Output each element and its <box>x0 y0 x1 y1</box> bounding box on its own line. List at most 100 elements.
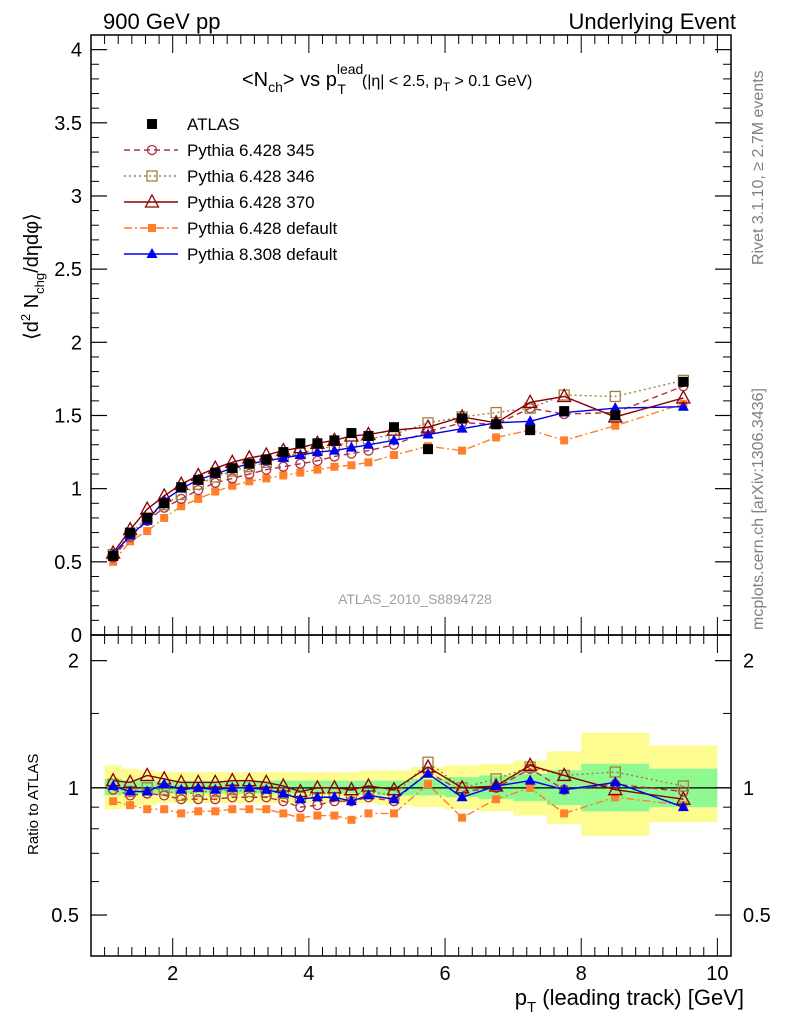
main-point-data <box>193 474 204 485</box>
main-y-tick-label: 3.5 <box>54 113 82 135</box>
legend-entry-py345: Pythia 6.428 345 <box>124 141 315 160</box>
ratio-point-p6def <box>262 805 271 814</box>
ratio-point-p6def <box>109 797 118 806</box>
ratio-point-p8def <box>124 785 136 796</box>
ratio-point-py370 <box>139 767 155 782</box>
mcplots-label: mcplots.cern.ch [arXiv:1306.3436] <box>750 388 767 630</box>
main-point-data <box>363 430 374 441</box>
ratio-point-p8def <box>209 783 221 794</box>
main-point-p6def <box>279 471 288 480</box>
ratio-point-py345 <box>227 792 238 803</box>
legend-label-p8def: Pythia 8.308 default <box>187 245 338 264</box>
ratio-point-p6def <box>347 815 356 824</box>
main-y-tick-label: 4 <box>71 40 82 62</box>
stat-band-segment <box>274 780 292 794</box>
main-point-py345 <box>193 484 204 496</box>
main-line-py370 <box>112 395 684 554</box>
stat-band-segment <box>308 780 326 794</box>
ratio-panel-frame <box>90 634 732 957</box>
ratio-point-p6def <box>330 811 339 820</box>
ratio-y-axis-label: Ratio to ATLAS <box>25 754 42 855</box>
ratio-point-p6def <box>126 801 135 810</box>
ratio-y-tick-label-right: 2 <box>743 651 754 673</box>
main-point-py345 <box>312 455 323 467</box>
x-axis-label: pT (leading track) [GeV] <box>515 985 744 1016</box>
ratio-point-p8def <box>141 785 153 796</box>
main-series-group <box>105 374 691 566</box>
ratio-point-p6def <box>245 805 254 814</box>
ratio-y-tick-label: 2 <box>68 651 79 673</box>
main-point-py345 <box>278 461 289 472</box>
main-point-p6def <box>211 487 220 496</box>
main-point-p8def <box>345 441 357 452</box>
ratio-point-p6def <box>389 809 398 818</box>
header-right-label: Underlying Event <box>568 9 736 34</box>
main-point-py346 <box>609 390 621 403</box>
main-point-data <box>125 527 136 538</box>
ratio-point-py345 <box>244 792 255 803</box>
main-point-data <box>423 444 434 455</box>
ratio-point-p6def <box>424 780 433 789</box>
main-series-py346 <box>107 374 689 561</box>
ratio-y-axis: 0.5 0.5 1 1 2 2 <box>51 651 771 927</box>
legend-entry-p6def: Pythia 6.428 default <box>124 219 338 238</box>
ratio-y-tick-label-right: 1 <box>743 778 754 800</box>
main-point-p6def <box>560 436 569 445</box>
main-point-py345 <box>244 468 255 480</box>
legend-entry-py346: Pythia 6.428 346 <box>124 167 315 186</box>
main-point-p8def <box>422 428 434 439</box>
legend-label-p6def: Pythia 6.428 default <box>187 219 338 238</box>
header-left-label: 900 GeV pp <box>103 9 220 34</box>
main-y-tick-label: 3 <box>71 186 82 208</box>
main-series-p6def <box>109 399 688 566</box>
main-point-p6def <box>160 513 169 522</box>
main-point-p6def <box>262 474 271 483</box>
main-point-p8def <box>328 444 340 455</box>
ratio-point-py370 <box>343 781 360 796</box>
ratio-point-p8def <box>192 781 204 792</box>
main-point-py370 <box>522 393 538 408</box>
plot-title: <Nch> vs plead T (|η| < 2.5, pT > 0.1 GeV) <box>242 61 532 97</box>
ratio-point-p6def <box>160 805 169 814</box>
ratio-point-p8def <box>277 787 289 798</box>
legend-marker-py346 <box>146 170 158 182</box>
ratio-point-p6def <box>560 809 569 818</box>
ratio-point-p8def <box>158 778 170 789</box>
ratio-line-p8def <box>112 772 684 808</box>
main-point-py370 <box>556 388 572 403</box>
main-point-p8def <box>362 438 374 449</box>
ratio-point-py370 <box>607 781 623 796</box>
main-y-tick-label: 2 <box>71 332 82 354</box>
legend-label-data: ATLAS <box>187 115 240 134</box>
main-point-data <box>329 435 340 446</box>
x-axis: 2 4 6 8 10 <box>104 35 729 985</box>
main-line-py346 <box>112 379 684 555</box>
main-point-data <box>678 376 689 387</box>
ratio-line-py346 <box>112 761 684 798</box>
ratio-point-p8def <box>345 795 357 806</box>
main-point-p6def <box>228 481 237 490</box>
legend-marker-py345 <box>146 144 158 156</box>
rivet-version-label: Rivet 3.1.10, ≥ 2.7M events <box>750 70 767 265</box>
ratio-point-p8def <box>388 793 400 804</box>
main-point-data <box>176 482 187 493</box>
main-point-data <box>312 438 323 449</box>
ratio-y-tick-label: 1 <box>68 778 79 800</box>
ratio-point-p6def <box>364 809 373 818</box>
ratio-point-p8def <box>107 780 119 791</box>
ratio-point-p6def <box>492 795 501 804</box>
ratio-point-p6def <box>194 807 203 816</box>
main-series-data <box>108 376 689 561</box>
main-point-p6def <box>296 468 305 477</box>
main-point-p8def <box>294 449 306 459</box>
stat-band-segment <box>325 780 343 794</box>
ratio-point-p6def <box>177 809 186 818</box>
main-point-p6def <box>458 446 467 455</box>
ratio-point-py345 <box>210 794 221 805</box>
main-point-p6def <box>364 458 373 467</box>
main-point-p8def <box>388 434 400 445</box>
x-tick-label: 6 <box>439 963 450 985</box>
main-y-axis: 0 0.5 1 1.5 2 2.5 3 3.5 4 <box>54 40 731 647</box>
main-point-data <box>278 447 289 458</box>
